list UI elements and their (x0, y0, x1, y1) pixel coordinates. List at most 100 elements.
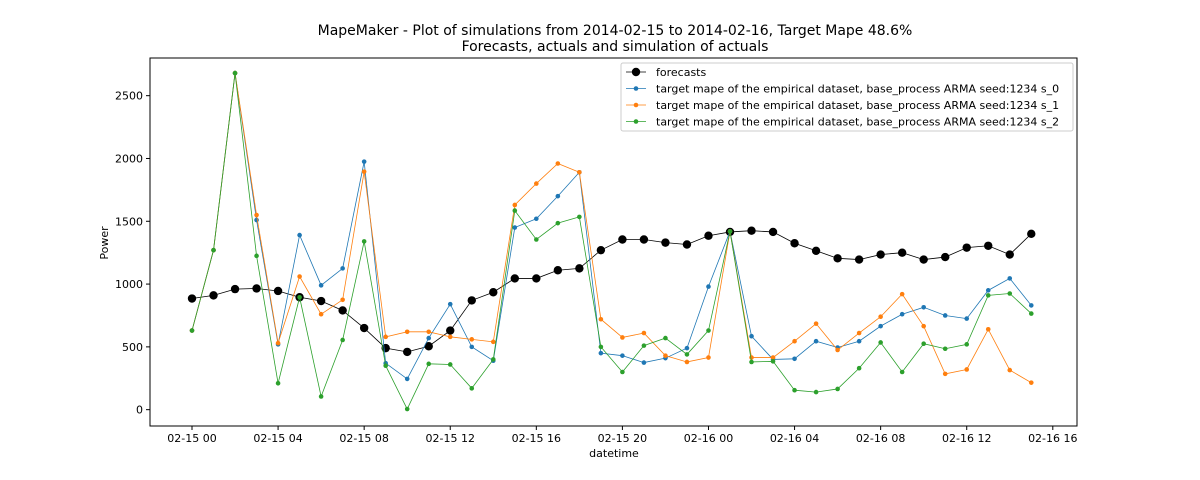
data-point (878, 323, 883, 329)
data-point (792, 356, 797, 362)
data-point (490, 357, 496, 362)
x-axis-label: datetime (589, 447, 639, 460)
data-point (469, 344, 475, 350)
data-point (1007, 276, 1013, 281)
data-point (835, 386, 840, 392)
series-0 (187, 226, 1036, 357)
data-point (919, 255, 928, 264)
data-point (555, 193, 561, 199)
x-tick-label: 02-16 08 (856, 432, 905, 445)
legend-label: forecasts (656, 66, 706, 79)
legend-swatch-marker (633, 119, 639, 124)
legend-swatch-marker (631, 67, 641, 77)
data-point (770, 355, 776, 360)
data-point (426, 335, 432, 341)
data-point (426, 361, 432, 367)
data-point (426, 329, 432, 335)
x-tick-label: 02-15 08 (339, 432, 388, 445)
y-tick-label: 1500 (115, 215, 143, 228)
data-point (275, 381, 281, 386)
data-point (813, 389, 819, 395)
y-tick-label: 1000 (115, 278, 143, 291)
x-tick-label: 02-16 12 (942, 432, 991, 445)
data-point (835, 347, 840, 353)
data-point (211, 247, 216, 253)
data-point (404, 329, 410, 335)
data-point (878, 340, 883, 345)
y-axis-label: Power (98, 226, 111, 260)
data-point (813, 338, 819, 344)
data-point (252, 284, 261, 293)
data-point (1028, 380, 1034, 385)
data-point (813, 321, 819, 326)
data-point (596, 245, 606, 255)
data-point (749, 333, 754, 339)
legend-label: target mape of the empirical dataset, ba… (656, 116, 1059, 129)
series-3 (189, 70, 1034, 412)
data-point (641, 360, 647, 365)
data-point (768, 227, 778, 237)
data-point (189, 328, 195, 333)
data-point (706, 328, 711, 333)
data-point (359, 323, 369, 333)
y-tick-label: 500 (122, 341, 143, 354)
data-point (534, 181, 539, 186)
data-point (469, 337, 475, 342)
data-point (297, 232, 302, 238)
data-point (575, 264, 584, 273)
data-point (361, 159, 367, 164)
data-point (749, 355, 754, 360)
data-point (598, 350, 604, 356)
data-point (316, 296, 326, 306)
data-point (620, 369, 625, 375)
y-tick-label: 0 (136, 404, 143, 417)
data-point (661, 238, 670, 247)
data-point (1028, 311, 1034, 316)
data-point (512, 208, 518, 213)
data-point (469, 386, 475, 391)
data-point (338, 306, 347, 315)
y-tick-label: 2500 (115, 90, 143, 103)
data-point (340, 297, 345, 303)
data-point (340, 266, 345, 271)
data-point (534, 216, 539, 222)
series-line-3 (191, 73, 1032, 410)
series-1 (189, 70, 1034, 382)
data-point (921, 341, 926, 347)
data-point (641, 343, 647, 348)
data-point (856, 338, 862, 344)
data-point (361, 169, 367, 174)
x-tick-label: 02-16 00 (684, 432, 733, 445)
data-point (447, 362, 453, 367)
data-point (254, 212, 259, 218)
data-point (942, 371, 948, 377)
data-point (383, 334, 388, 340)
data-point (962, 243, 971, 252)
data-point (684, 359, 690, 365)
x-tick-label: 02-15 04 (253, 432, 302, 445)
data-point (447, 334, 453, 340)
data-point (770, 359, 776, 364)
data-point (273, 286, 283, 296)
data-point (404, 406, 410, 412)
y-axis: 0 500 1000 1500 2000 2500 (115, 90, 150, 417)
data-point (942, 346, 948, 352)
data-point (490, 339, 496, 345)
data-point (1007, 291, 1013, 296)
data-point (187, 294, 197, 303)
x-tick-label: 02-15 12 (426, 432, 475, 445)
legend-item: target mape of the empirical dataset, ba… (626, 116, 1059, 129)
data-point (404, 376, 410, 382)
data-point (792, 387, 797, 393)
data-point (577, 214, 582, 220)
data-point (275, 340, 281, 346)
data-point (964, 367, 970, 372)
data-point (577, 169, 582, 175)
data-point (856, 365, 862, 371)
legend-box (620, 62, 1074, 132)
legend-item: target mape of the empirical dataset, ba… (626, 99, 1059, 112)
plot-frame (149, 57, 1078, 427)
data-point (618, 235, 627, 244)
data-point (749, 359, 754, 365)
